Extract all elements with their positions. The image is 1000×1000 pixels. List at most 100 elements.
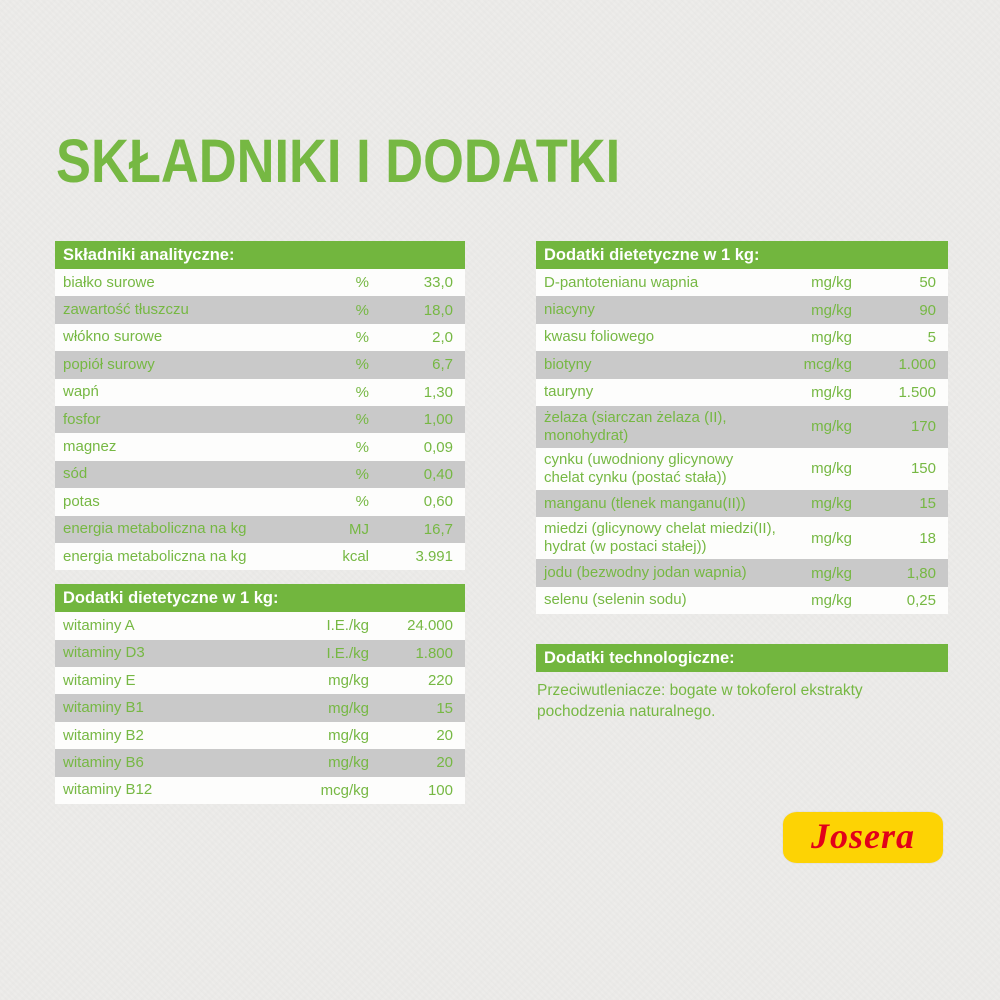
left-column: Składniki analityczne: białko surowe% 33,… [55,241,465,805]
row-label: miedzi (glicynowy chelat miedzi(II), hyd… [544,520,776,556]
spacer [55,570,465,584]
row-value: 0,09 [423,438,453,456]
row-value: 33,0 [423,274,453,292]
analytical-table: białko surowe% 33,0 zawartość tłuszczu% 18,… [55,269,465,571]
row-unit: mg/kg [811,495,852,513]
row-unit: mg/kg [328,699,369,717]
row-value: 1,80 [906,564,936,582]
row-value: 20 [436,754,453,772]
row-value: 2,0 [432,328,453,346]
dietary-vitamins-table: witaminy A I.E./kg 24.000 witaminy D3 I.E./k… [55,612,465,805]
row-value: 1.500 [898,383,936,401]
row-unit: mcg/kg [320,781,369,799]
row-unit: % [355,356,369,374]
row-unit: mg/kg [811,460,852,478]
table-row: energia metaboliczna na kg kcal 3.991 [55,542,465,571]
row-value: 18,0 [423,301,453,319]
row-value: 1.000 [898,356,936,374]
table-row: miedzi (glicynowy chelat miedzi(II), hyd… [536,517,948,560]
table-row: selenu (selenin sodu) mg/kg 0,25 [536,586,948,615]
row-unit: mg/kg [811,564,852,582]
row-label: witaminy D3 [63,644,145,662]
table-row: manganu (tlenek manganu(II)) mg/kg 15 [536,489,948,518]
row-unit: mcg/kg [803,356,852,374]
row-unit: % [355,274,369,292]
row-unit: mg/kg [328,672,369,690]
row-unit: % [355,438,369,456]
row-label: potas [63,492,100,510]
row-label: energia metaboliczna na kg [63,547,247,565]
row-label: witaminy B2 [63,726,144,744]
row-unit: % [355,383,369,401]
row-label: manganu (tlenek manganu(II)) [544,494,746,512]
row-label: witaminy E [63,671,136,689]
technological-additives-text: Przeciwutleniacze: bogate w tokoferol ek… [537,682,863,721]
row-label: kwasu foliowego [544,328,655,346]
row-unit: % [355,465,369,483]
row-value: 150 [910,460,936,478]
technological-additives-header: Dodatki technologiczne: [536,644,948,673]
row-label: tauryny [544,383,594,401]
row-value: 220 [427,672,453,690]
row-label: witaminy B1 [63,699,144,717]
row-value: 170 [910,418,936,436]
row-value: 100 [427,781,453,799]
row-unit: % [355,301,369,319]
josera-logo: Josera [783,812,943,863]
row-value: 1,00 [423,411,453,429]
row-label: sód [63,465,88,483]
row-label: biotyny [544,355,592,373]
table-row: włókno surowe% 2,0 [55,323,465,352]
table-row: żelaza (siarczan żelaza (II), monohydrat… [536,405,948,448]
row-label: witaminy B6 [63,753,144,771]
right-column: Dodatki dietetyczne w 1 kg: D-pantotenia… [536,241,948,722]
table-row: tauryny mg/kg 1.500 [536,378,948,406]
row-label: włókno surowe [63,328,163,346]
row-value: 3.991 [415,548,453,566]
table-row: fosfor% 1,00 [55,405,465,434]
page-title: SKŁADNIKI I DODATKI [56,127,621,197]
table-row: witaminy D3 I.E./kg 1.800 [55,639,465,668]
row-label: witaminy B12 [63,781,153,799]
table-row: magnez% 0,09 [55,433,465,461]
row-unit: mg/kg [811,591,852,609]
row-value: 90 [919,301,936,319]
row-label: selenu (selenin sodu) [544,591,687,609]
row-unit: mg/kg [328,727,369,745]
row-label: białko surowe [63,273,155,291]
row-label: magnez [63,438,117,456]
row-unit: kcal [342,548,369,566]
row-unit: mg/kg [811,529,852,547]
table-row: biotyny mcg/kg 1.000 [536,351,948,379]
row-label: niacyny [544,301,595,319]
row-value: 1.800 [415,644,453,662]
table-row: kwasu foliowego mg/kg 5 [536,323,948,352]
row-label: fosfor [63,410,101,428]
josera-logo-text: Josera [811,815,915,856]
table-row: niacyny mg/kg 90 [536,296,948,324]
row-unit: % [355,493,369,511]
table-row: cynku (uwodniony glicynowy chelat cynku … [536,447,948,490]
table-row: potas% 0,60 [55,488,465,516]
row-value: 50 [919,274,936,292]
row-value: 0,60 [423,493,453,511]
dietary-vitamins-table-header: Dodatki dietetyczne w 1 kg: [55,584,465,613]
row-unit: % [355,328,369,346]
spacer [536,614,948,644]
row-label: popiół surowy [63,355,155,373]
row-label: jodu (bezwodny jodan wapnia) [544,564,747,582]
row-unit: I.E./kg [326,644,369,662]
row-unit: mg/kg [811,274,852,292]
analytical-table-header: Składniki analityczne: [55,241,465,269]
row-label: witaminy A [63,616,135,634]
row-unit: mg/kg [811,328,852,346]
table-row: witaminy E mg/kg 220 [55,667,465,695]
row-value: 20 [436,727,453,745]
row-label: wapń [63,383,99,401]
table-row: energia metaboliczna na kg MJ 16,7 [55,515,465,543]
table-row: witaminy A I.E./kg 24.000 [55,612,465,640]
row-label: zawartość tłuszczu [63,301,189,319]
row-unit: mg/kg [811,383,852,401]
table-row: białko surowe% 33,0 [55,269,465,297]
